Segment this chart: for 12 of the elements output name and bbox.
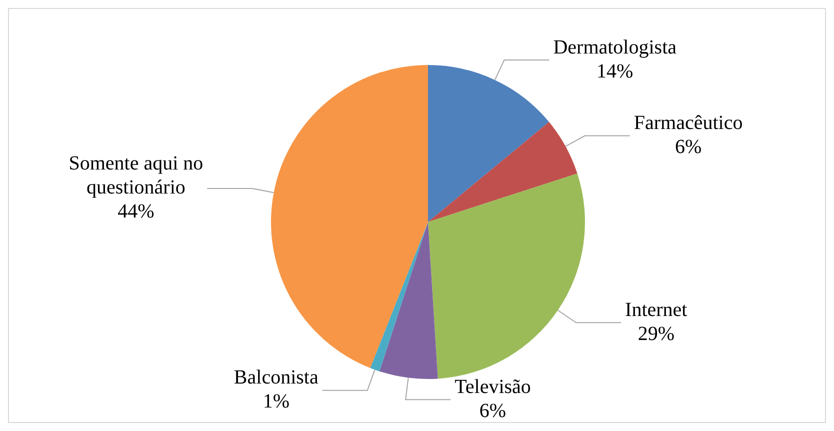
data-label: 29% (638, 322, 674, 345)
data-label: 6% (479, 400, 506, 422)
slice-label: Farmacêutico (634, 112, 743, 134)
data-label: 6% (674, 136, 702, 158)
slice-label: Somente aqui no questionário (68, 152, 204, 199)
slice-label: Balconista (234, 366, 318, 389)
slice-label: Televisão (454, 376, 531, 398)
slice-label: Dermatologista (553, 36, 677, 58)
data-label: 1% (262, 390, 290, 413)
data-label: 44% (118, 200, 154, 223)
data-label: 14% (596, 60, 634, 82)
slice-label: Internet (625, 298, 688, 321)
